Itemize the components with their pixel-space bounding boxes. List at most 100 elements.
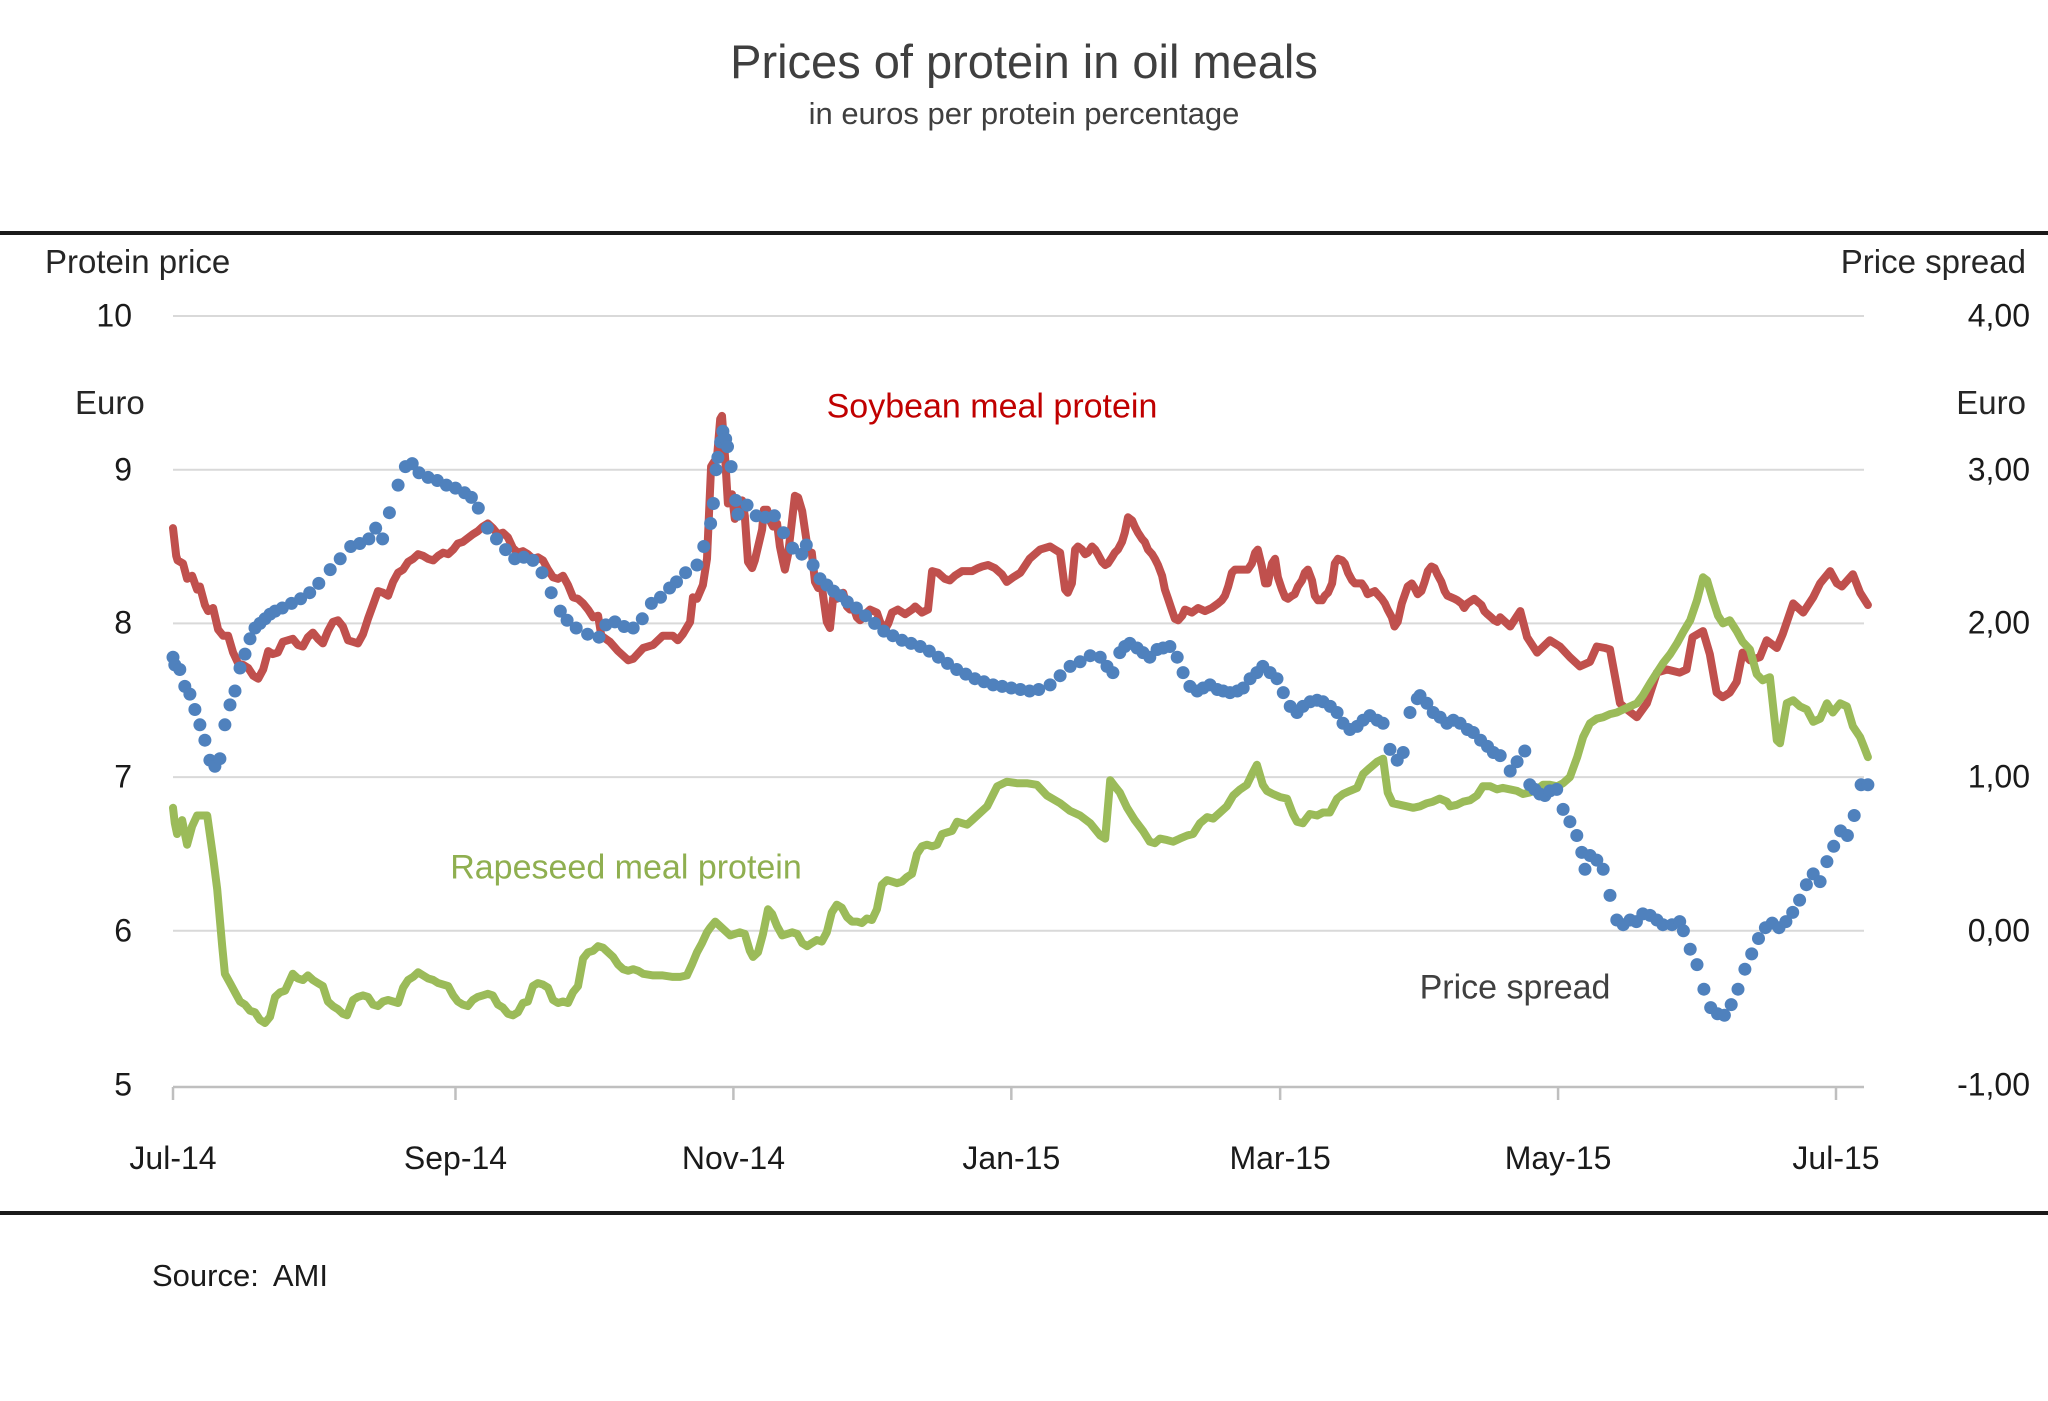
spread-series-dot <box>1799 878 1813 892</box>
spread-series-dot <box>709 463 723 477</box>
spread-series-dot <box>740 498 754 512</box>
spread-series-dot <box>1550 782 1564 796</box>
spread-series-dot <box>786 541 800 555</box>
spread-series-dot <box>198 733 212 747</box>
spread-series-dot <box>188 703 202 716</box>
left-axis-tick-label: 7 <box>114 758 132 795</box>
x-axis-tick-label: Nov-14 <box>681 1140 785 1176</box>
spread-series-dot <box>777 526 790 540</box>
spread-series-dot <box>405 457 419 471</box>
spread-series-dot <box>1820 855 1834 869</box>
left-axis-tick-label: 8 <box>114 604 132 641</box>
spread-series-dot <box>544 586 558 600</box>
spread-series-dot <box>1063 659 1077 673</box>
spread-series-dot <box>644 596 658 610</box>
spread-series-dot <box>1493 749 1507 763</box>
spread-series-dot <box>1106 666 1120 680</box>
spread-series-dot <box>654 590 667 604</box>
spread-series-dot <box>931 650 945 664</box>
right-axis-header: Price spread <box>1840 243 2026 280</box>
spread-series-dot <box>1793 893 1807 907</box>
x-axis-tick-label: Jul-15 <box>1792 1140 1880 1176</box>
spread-series-dot <box>193 718 207 732</box>
spread-series-dot <box>806 558 820 572</box>
spread-series-dot <box>706 497 720 510</box>
left-axis-header: Protein price <box>45 243 231 280</box>
rapeseed-series-label: Rapeseed meal protein <box>450 848 802 887</box>
spread-series-dot <box>560 613 574 627</box>
spread-series-dot <box>1578 862 1592 876</box>
soybean-series-label: Soybean meal protein <box>826 387 1158 426</box>
spread-series-dot <box>218 718 232 732</box>
spread-series-dot <box>729 493 743 507</box>
spread-series-dot <box>471 501 485 515</box>
right-axis-tick-label: 4,00 <box>1967 297 2030 334</box>
spread-series-dot <box>312 576 326 590</box>
right-axis-tick-label: 3,00 <box>1967 451 2030 488</box>
source-value: AMI <box>272 1258 328 1293</box>
spread-series-dot <box>535 566 549 580</box>
top-divider <box>0 231 2048 235</box>
spread-series-dot <box>333 552 347 566</box>
spread-series-dot <box>391 478 405 492</box>
spread-series-dot <box>1570 829 1584 842</box>
spread-series-dot <box>1731 982 1745 996</box>
spread-series-dot <box>183 687 197 701</box>
spread-series-dot <box>1383 742 1397 756</box>
right-axis-tick-label: 0,00 <box>1967 912 2030 949</box>
x-axis-tick-label: Jul-14 <box>129 1140 217 1176</box>
right-axis-tick-label: -1,00 <box>1957 1066 2030 1102</box>
source-label: Source: <box>152 1258 259 1293</box>
spread-series-dot <box>1745 947 1759 961</box>
spread-series-dot <box>1420 696 1434 710</box>
spread-series-dot <box>1276 686 1290 700</box>
spread-series-dot <box>238 647 252 661</box>
spread-series-dot <box>711 450 725 464</box>
spread-series-dot <box>1847 809 1861 822</box>
chart-subtitle: in euros per protein percentage <box>808 96 1240 131</box>
rapeseed-series-line <box>169 573 1872 1027</box>
spread-series-dot <box>480 521 494 535</box>
spread-series-dot <box>1093 650 1107 664</box>
spread-series-dot <box>697 540 711 553</box>
spread-series-dot <box>721 440 734 454</box>
right-axis-tick-label: 2,00 <box>1967 604 2030 641</box>
spread-series-dot <box>724 460 738 474</box>
spread-series-dot <box>670 575 683 589</box>
spread-series-dot <box>1270 672 1284 686</box>
spread-series-dot <box>1043 678 1057 692</box>
right-axis-tick-label: 1,00 <box>1967 758 2030 795</box>
spread-series-dot <box>1032 683 1046 696</box>
spread-series-dot <box>840 595 854 609</box>
spread-series-dot <box>1556 802 1570 816</box>
spread-series-dot <box>1690 958 1704 972</box>
spread-series-dot <box>941 656 954 670</box>
spread-series-label: Price spread <box>1419 968 1611 1007</box>
spread-series-dot <box>294 592 308 606</box>
spread-series-dot <box>581 627 595 641</box>
spread-series-dot <box>369 521 383 535</box>
spread-series-dot <box>323 563 337 577</box>
spread-series-dot <box>1717 1008 1731 1022</box>
spread-series-dot <box>1590 853 1604 867</box>
spread-series-dot <box>731 507 745 521</box>
spread-series-dot <box>1603 888 1617 902</box>
spread-series-dot <box>233 661 247 675</box>
spread-series-dot <box>376 532 390 546</box>
spread-series-dot <box>592 630 606 644</box>
spread-series-dot <box>1518 744 1532 758</box>
x-axis-tick-label: Jan-15 <box>962 1140 1061 1176</box>
spread-series-dot <box>1840 829 1854 842</box>
spread-series-dot <box>303 586 317 600</box>
source-note: Source: AMI <box>152 1258 328 1294</box>
spread-series-dot <box>1861 778 1875 792</box>
spread-series-dot <box>1697 982 1711 996</box>
spread-series-dot <box>1813 875 1827 889</box>
spread-series-dot <box>799 538 813 552</box>
spread-series-dot <box>490 532 503 546</box>
spread-series-dot <box>228 684 242 698</box>
spread-series-dot <box>1563 815 1577 829</box>
spread-series-dot <box>362 532 376 546</box>
